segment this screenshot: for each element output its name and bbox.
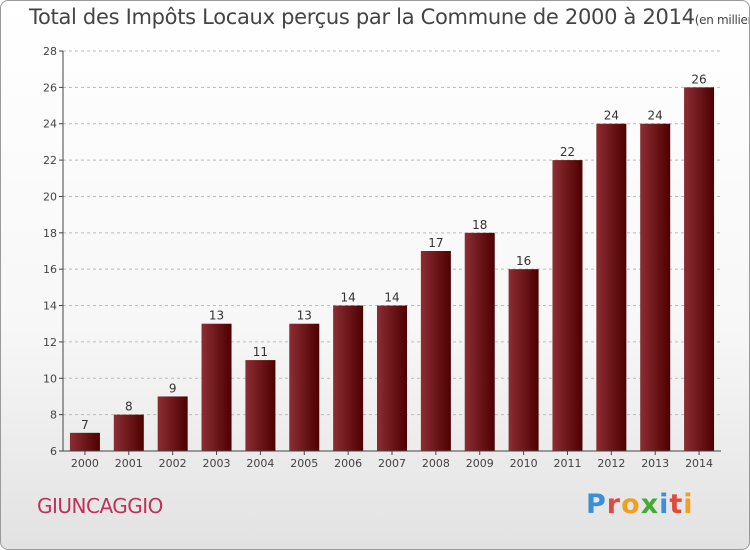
x-tick-label: 2007: [378, 457, 406, 470]
x-tick-label: 2011: [553, 457, 581, 470]
x-tick-label: 2005: [290, 457, 318, 470]
x-tick-label: 2008: [422, 457, 450, 470]
bar-2006: [333, 305, 364, 451]
y-tick-label: 10: [43, 372, 57, 385]
title-text: Total des Impôts Locaux perçus par la Co…: [29, 5, 695, 29]
y-tick-label: 18: [43, 227, 57, 240]
y-tick-label: 8: [50, 409, 57, 422]
x-tick-label: 2010: [510, 457, 538, 470]
x-tick-label: 2006: [334, 457, 362, 470]
bars: 7 8 9 13 11 13 14 14 17 18 16 22 24 24 26: [69, 72, 715, 452]
y-tick-label: 20: [43, 190, 57, 203]
bar-value-label: 22: [560, 145, 575, 159]
bar-2010: [508, 269, 539, 451]
bar-value-label: 16: [516, 254, 531, 268]
y-tick-label: 28: [43, 45, 57, 58]
chart-title: Total des Impôts Locaux perçus par la Co…: [29, 5, 749, 29]
bar-2001: [113, 414, 144, 451]
axes: 6 8 10 12 14 16 18 20 22 24 26 28 2000 2001 2002 2003 20…: [43, 45, 721, 470]
bar-value-label: 24: [604, 109, 619, 123]
bar-2012: [596, 123, 627, 452]
bar-value-label: 13: [209, 309, 224, 323]
bar-value-label: 24: [648, 109, 663, 123]
bar-2008: [420, 251, 451, 451]
bar-2014: [684, 87, 715, 451]
bar-value-label: 18: [472, 218, 487, 232]
logo-letter: o: [621, 489, 641, 520]
x-tick-label: 2001: [115, 457, 143, 470]
x-tick-label: 2009: [466, 457, 494, 470]
bar-2009: [464, 232, 495, 451]
x-tick-label: 2013: [641, 457, 669, 470]
x-tick-label: 2002: [159, 457, 187, 470]
logo-letter: P: [586, 489, 607, 520]
bar-2005: [289, 323, 320, 451]
bar-2011: [552, 160, 583, 451]
commune-name: GIUNCAGGIO: [37, 494, 163, 518]
bar-value-label: 14: [384, 291, 399, 305]
y-tick-label: 16: [43, 263, 57, 276]
x-tick-label: 2004: [246, 457, 274, 470]
bar-value-label: 7: [81, 418, 89, 432]
bar-value-label: 13: [297, 309, 312, 323]
bar-2000: [69, 432, 100, 451]
bar-value-label: 8: [125, 400, 133, 414]
y-tick-label: 14: [43, 300, 57, 313]
logo-letter: t: [669, 489, 684, 520]
x-tick-label: 2012: [597, 457, 625, 470]
title-unit: (en milliers d'€): [694, 13, 749, 27]
logo-letter: r: [606, 489, 622, 520]
bar-value-label: 26: [691, 72, 706, 86]
logo-letter: i: [659, 489, 670, 520]
y-tick-label: 24: [43, 118, 57, 131]
logo-letter: x: [640, 489, 660, 520]
bar-2002: [157, 396, 188, 451]
y-tick-label: 22: [43, 154, 57, 167]
logo-letter: i: [683, 489, 694, 520]
x-tick-label: 2003: [203, 457, 231, 470]
bar-2013: [640, 123, 671, 452]
y-tick-label: 6: [50, 445, 57, 458]
bar-value-label: 14: [340, 291, 355, 305]
proxiti-logo[interactable]: Proxiti: [586, 489, 694, 520]
bar-2003: [201, 323, 232, 451]
bar-value-label: 17: [428, 236, 443, 250]
bar-2004: [245, 360, 276, 451]
y-tick-label: 26: [43, 81, 57, 94]
bar-value-label: 9: [169, 381, 177, 395]
bar-2007: [377, 305, 407, 451]
y-tick-label: 12: [43, 336, 57, 349]
bar-value-label: 11: [253, 345, 268, 359]
x-tick-label: 2014: [685, 457, 713, 470]
x-tick-label: 2000: [71, 457, 99, 470]
